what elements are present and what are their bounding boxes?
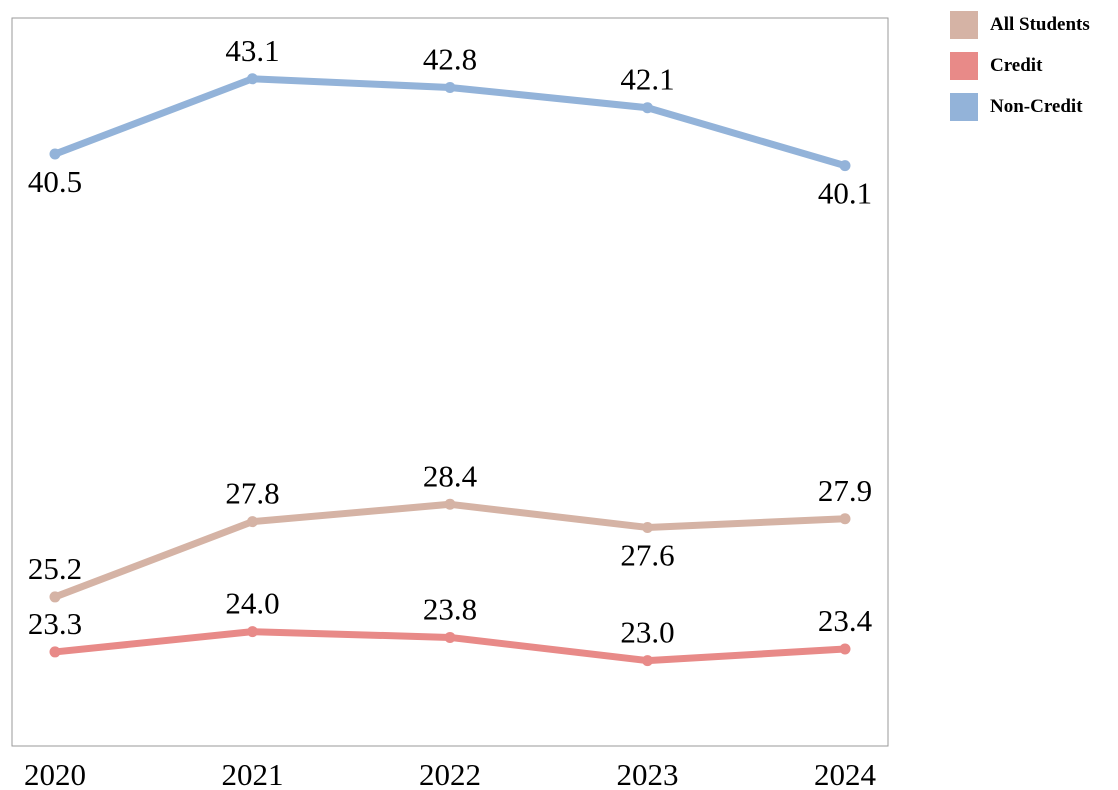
data-point-credit-2023 (642, 655, 653, 667)
legend-label-non-credit: Non-Credit (990, 95, 1083, 117)
legend-item-credit: Credit (950, 45, 1090, 86)
legend-item-non-credit: Non-Credit (950, 86, 1090, 127)
data-label-all-students-2020: 25.2 (28, 551, 82, 586)
data-label-non-credit-2024: 40.1 (818, 176, 872, 211)
data-label-all-students-2022: 28.4 (423, 458, 478, 493)
data-point-credit-2022 (444, 631, 456, 643)
x-tick-label-2020: 2020 (24, 757, 86, 790)
data-label-non-credit-2020: 40.5 (28, 164, 82, 199)
legend-item-all-students: All Students (950, 4, 1090, 45)
data-point-non-credit-2023 (642, 102, 653, 114)
data-point-non-credit-2020 (49, 148, 61, 160)
data-point-non-credit-2022 (444, 81, 456, 93)
data-label-non-credit-2023: 42.1 (620, 62, 674, 97)
data-point-credit-2024 (839, 643, 851, 655)
x-tick-label-2022: 2022 (419, 757, 481, 790)
data-label-non-credit-2021: 43.1 (225, 33, 279, 68)
data-label-non-credit-2022: 42.8 (423, 41, 477, 76)
data-point-all-students-2021 (247, 516, 258, 528)
data-label-all-students-2024: 27.9 (818, 473, 872, 508)
data-point-credit-2021 (247, 626, 258, 638)
legend-swatch-non-credit (950, 92, 978, 121)
data-point-all-students-2020 (49, 591, 61, 603)
data-point-non-credit-2024 (839, 160, 851, 172)
legend: All Students Credit Non-Credit (950, 4, 1090, 127)
data-label-credit-2024: 23.4 (818, 603, 873, 638)
data-label-all-students-2023: 27.6 (620, 537, 674, 572)
x-tick-label-2021: 2021 (222, 757, 284, 790)
data-point-all-students-2024 (839, 513, 851, 525)
data-label-credit-2023: 23.0 (620, 615, 674, 650)
x-tick-label-2024: 2024 (814, 757, 877, 790)
legend-swatch-all-students (950, 10, 978, 39)
data-label-credit-2021: 24.0 (225, 586, 279, 621)
data-point-all-students-2023 (642, 521, 653, 533)
data-point-all-students-2022 (444, 498, 456, 510)
data-label-credit-2022: 23.8 (423, 591, 477, 626)
data-label-credit-2020: 23.3 (28, 606, 82, 641)
plot-area (11, 17, 889, 747)
legend-label-credit: Credit (990, 54, 1043, 76)
data-label-all-students-2021: 27.8 (225, 476, 279, 511)
legend-swatch-credit (950, 51, 978, 80)
data-point-non-credit-2021 (247, 73, 258, 85)
data-point-credit-2020 (49, 646, 61, 658)
legend-label-all-students: All Students (990, 13, 1090, 35)
x-tick-label-2023: 2023 (617, 757, 679, 790)
